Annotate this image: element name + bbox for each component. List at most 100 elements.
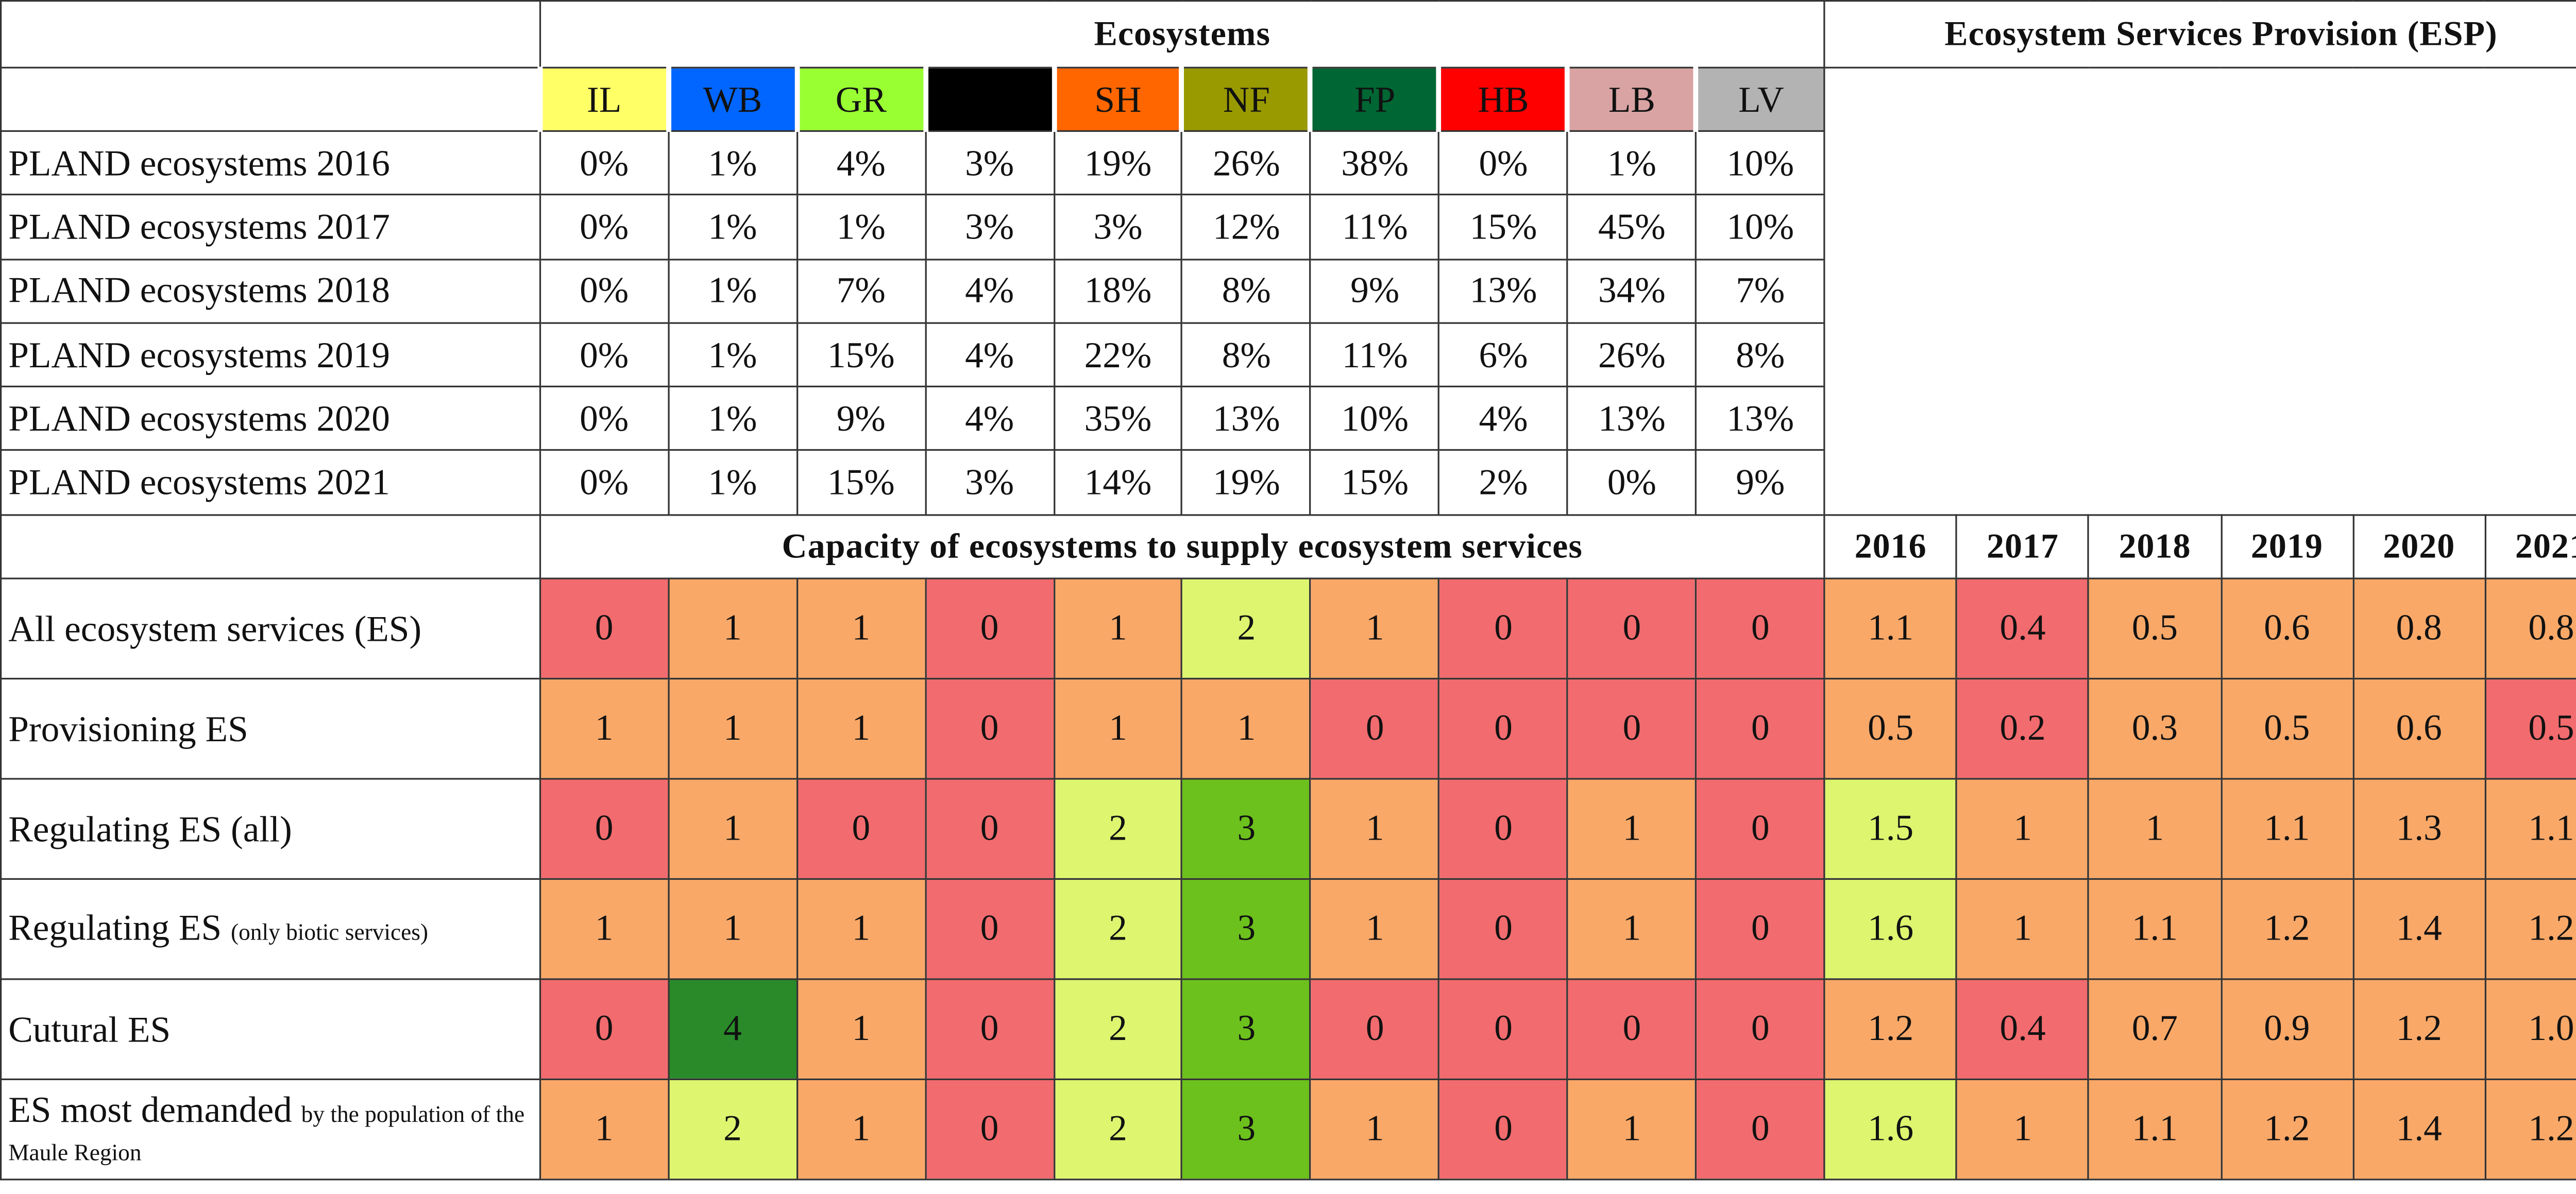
pland-value: 8%	[1181, 322, 1312, 388]
row-label: Regulating ES (only biotic services)	[0, 878, 541, 980]
esp-blank-area	[1823, 66, 2576, 515]
label-part: Cutural ES	[8, 1008, 171, 1050]
esp-value: 1	[2088, 777, 2222, 880]
pland-value: 0%	[539, 386, 669, 452]
pland-value: 0%	[1567, 450, 1697, 516]
capacity-value: 2	[667, 1078, 798, 1180]
pland-value: 12%	[1181, 194, 1312, 260]
pland-value: 4%	[924, 322, 1055, 388]
row-label: PLAND ecosystems 2016	[0, 130, 541, 196]
pland-value: 35%	[1053, 386, 1183, 452]
esp-value: 1.2	[2220, 1078, 2354, 1180]
capacity-value: 1	[1567, 1078, 1697, 1180]
pland-value: 45%	[1567, 194, 1697, 260]
pland-value: 4%	[1438, 386, 1569, 452]
capacity-value: 0	[1567, 978, 1697, 1080]
esp-value: 0.5	[1823, 677, 1958, 779]
label-part: ES most demanded	[8, 1087, 292, 1130]
ecosystem-code: SH	[1051, 66, 1183, 132]
capacity-value: 0	[924, 878, 1055, 980]
row-label: PLAND ecosystems 2018	[0, 258, 541, 324]
pland-value: 9%	[1310, 258, 1440, 324]
pland-value: 3%	[1053, 194, 1183, 260]
esp-value: 0.6	[2352, 677, 2486, 779]
ecosystem-code	[923, 66, 1055, 132]
esp-value: 1.2	[2220, 878, 2354, 980]
empty-cell	[0, 66, 541, 132]
pland-value: 4%	[924, 258, 1055, 324]
pland-value: 4%	[795, 130, 926, 196]
capacity-value: 0	[924, 978, 1055, 1080]
capacity-value: 0	[1567, 577, 1697, 679]
pland-value: 26%	[1567, 322, 1697, 388]
pland-value: 1%	[1567, 130, 1697, 196]
esp-value: 1.2	[2484, 1078, 2576, 1180]
esp-value: 1.2	[2352, 978, 2486, 1080]
esp-value: 1	[1956, 1078, 2090, 1180]
esp-value: 0.4	[1956, 978, 2090, 1080]
table-row: PLAND ecosystems 2017 0% 1% 1% 3% 3% 12% 11% 15%…	[0, 194, 2576, 260]
capacity-value: 2	[1181, 577, 1312, 679]
esp-value: 1.1	[2484, 777, 2576, 880]
year-header: 2018	[2088, 514, 2222, 579]
capacity-value: 0	[1438, 1078, 1569, 1180]
row-label: Provisioning ES	[0, 677, 541, 779]
capacity-value: 0	[1438, 777, 1569, 880]
capacity-value: 1	[667, 878, 798, 980]
esp-value: 1.6	[1823, 878, 1958, 980]
esp-value: 0.5	[2484, 677, 2576, 779]
pland-value: 1%	[667, 258, 798, 324]
pland-value: 3%	[924, 194, 1055, 260]
pland-value: 10%	[1695, 130, 1826, 196]
capacity-value: 0	[924, 777, 1055, 880]
pland-value: 26%	[1181, 130, 1312, 196]
pland-value: 11%	[1310, 322, 1440, 388]
ecosystems-header: Ecosystems	[539, 0, 1826, 69]
esp-value: 1.4	[2352, 1078, 2486, 1180]
pland-value: 3%	[924, 450, 1055, 516]
label-part: Regulating ES (all)	[8, 807, 292, 849]
capacity-value: 1	[1310, 878, 1440, 980]
capacity-value: 1	[1181, 677, 1312, 779]
esp-value: 1.6	[1823, 1078, 1958, 1180]
ecosystem-code: FP	[1308, 66, 1440, 132]
table-row: Provisioning ES 1 1 1 0 1 1 0 0 0 0 0.5 0.2 0.3 0.5 0.6…	[0, 677, 2576, 779]
table-row: Regulating ES (all) 0 1 0 0 2 3 1 0 1 0 1.5 1 1 1.1 1.3…	[0, 777, 2576, 880]
label-part: Provisioning ES	[8, 707, 248, 749]
ecosystem-code: WB	[666, 66, 798, 132]
esp-value: 1.2	[1823, 978, 1958, 1080]
capacity-value: 0	[539, 777, 669, 880]
pland-value: 22%	[1053, 322, 1183, 388]
capacity-value: 1	[795, 878, 926, 980]
pland-value: 15%	[1310, 450, 1440, 516]
table-row: IL WB GR SH NF FP HB LB LV	[0, 66, 2576, 515]
capacity-value: 1	[539, 878, 669, 980]
capacity-value: 1	[1310, 777, 1440, 880]
capacity-value: 0	[1695, 878, 1826, 980]
table-row: PLAND ecosystems 2021 0% 1% 15% 3% 14% 19% 15% 2…	[0, 450, 2576, 516]
pland-value: 15%	[1438, 194, 1569, 260]
esp-value: 0.5	[2088, 577, 2222, 679]
pland-value: 1%	[667, 386, 798, 452]
pland-value: 0%	[539, 130, 669, 196]
esp-value: 1.5	[1823, 777, 1958, 880]
table-row: PLAND ecosystems 2016 0% 1% 4% 3% 19% 26% 38% 0%…	[0, 130, 2576, 196]
esp-value: 0.6	[2220, 577, 2354, 679]
row-label: Cutural ES	[0, 978, 541, 1080]
row-label: PLAND ecosystems 2020	[0, 386, 541, 452]
row-label: ES most demanded by the population of th…	[0, 1078, 541, 1180]
table-row: Regulating ES (only biotic services) 1 1 1 0…	[0, 878, 2576, 980]
pland-value: 19%	[1181, 450, 1312, 516]
pland-value: 7%	[795, 258, 926, 324]
pland-value: 2%	[1438, 450, 1569, 516]
esp-value: 1.1	[2220, 777, 2354, 880]
esp-value: 0.7	[2088, 978, 2222, 1080]
pland-value: 1%	[667, 194, 798, 260]
capacity-value: 0	[1438, 677, 1569, 779]
pland-value: 38%	[1310, 130, 1440, 196]
capacity-value: 0	[1310, 978, 1440, 1080]
capacity-value: 0	[1695, 577, 1826, 679]
esp-value: 0.9	[2220, 978, 2354, 1080]
